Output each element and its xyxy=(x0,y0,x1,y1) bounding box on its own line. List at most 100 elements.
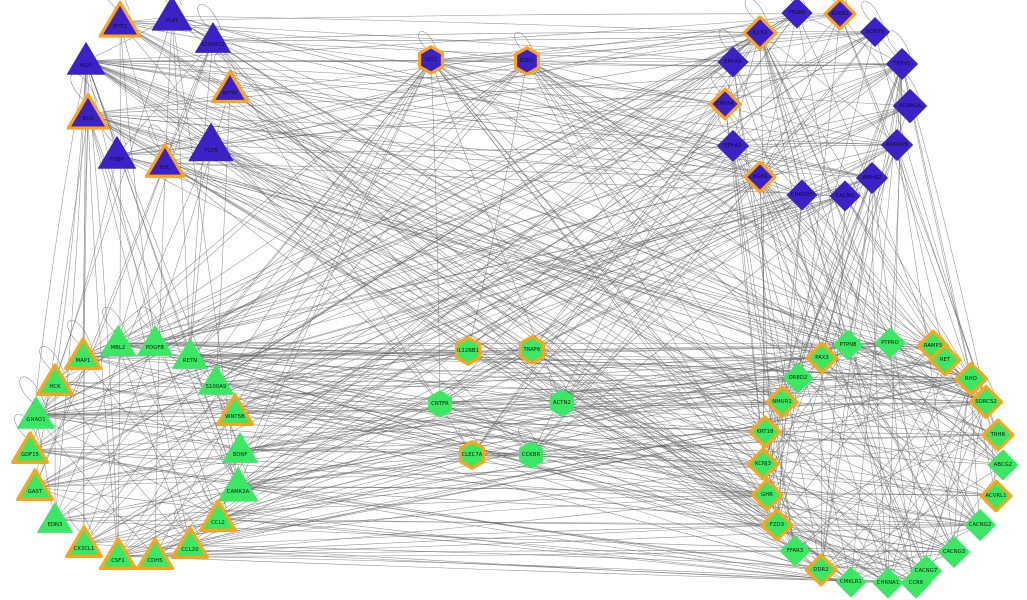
edge xyxy=(189,524,778,546)
graph-node[interactable] xyxy=(65,525,103,559)
graph-node[interactable] xyxy=(872,567,904,599)
graph-node[interactable] xyxy=(518,335,546,365)
graph-node[interactable] xyxy=(829,180,861,212)
graph-node[interactable] xyxy=(99,537,137,571)
graph-node[interactable] xyxy=(97,136,137,169)
graph-node[interactable] xyxy=(66,42,106,75)
graph-node[interactable] xyxy=(805,341,839,375)
graph-node[interactable] xyxy=(786,179,818,211)
edge xyxy=(85,60,156,344)
edge xyxy=(54,381,981,526)
edge xyxy=(117,342,219,519)
graph-node[interactable] xyxy=(856,162,888,194)
graph-node[interactable] xyxy=(748,415,782,449)
graph-node[interactable] xyxy=(198,364,234,395)
graph-node[interactable] xyxy=(100,325,136,356)
graph-node[interactable] xyxy=(954,362,988,396)
graph-node[interactable] xyxy=(964,509,996,541)
edge xyxy=(847,63,903,346)
graph-node[interactable] xyxy=(743,160,777,194)
graph-node[interactable] xyxy=(151,0,193,31)
edge xyxy=(776,434,999,526)
graph-node[interactable] xyxy=(458,440,486,470)
graph-node[interactable] xyxy=(172,338,208,369)
graph-node[interactable] xyxy=(428,390,452,418)
graph-node[interactable] xyxy=(765,385,799,419)
graph-node[interactable] xyxy=(779,535,811,567)
graph-node[interactable] xyxy=(16,396,56,429)
graph-node[interactable] xyxy=(969,385,1003,419)
self-loop-edge xyxy=(139,307,164,334)
edge xyxy=(925,464,1004,572)
graph-node[interactable] xyxy=(216,393,254,427)
graph-node[interactable] xyxy=(195,22,231,53)
edge xyxy=(439,403,766,433)
graph-node[interactable] xyxy=(513,46,541,76)
graph-node[interactable] xyxy=(136,537,174,571)
graph-node[interactable] xyxy=(550,389,574,417)
graph-node[interactable] xyxy=(987,449,1019,481)
edge xyxy=(83,486,239,545)
graph-node[interactable] xyxy=(211,70,249,104)
graph-node[interactable] xyxy=(222,432,258,463)
self-loop-edge xyxy=(549,374,570,396)
graph-node[interactable] xyxy=(417,45,445,75)
graph-node[interactable] xyxy=(860,17,890,47)
graph-node[interactable] xyxy=(144,143,186,178)
graph-node[interactable] xyxy=(782,362,814,394)
graph-node[interactable] xyxy=(66,93,110,130)
graph-node[interactable] xyxy=(760,508,794,542)
edge xyxy=(430,59,726,105)
graph-node[interactable] xyxy=(900,567,932,599)
edge xyxy=(820,524,981,571)
graph-node[interactable] xyxy=(36,363,74,397)
graph-node[interactable] xyxy=(823,0,857,31)
graph-node[interactable] xyxy=(746,447,780,481)
edge xyxy=(117,342,768,496)
graph-node[interactable] xyxy=(11,431,49,465)
self-loop-edge xyxy=(108,0,130,12)
graph-node[interactable] xyxy=(63,337,102,371)
graph-node[interactable] xyxy=(717,130,749,162)
graph-node[interactable] xyxy=(519,441,543,469)
edge xyxy=(531,12,798,351)
edge xyxy=(54,381,768,496)
graph-node[interactable] xyxy=(37,502,73,533)
graph-node[interactable] xyxy=(938,536,970,568)
graph-node[interactable] xyxy=(804,553,838,587)
edge xyxy=(439,176,761,405)
graph-node[interactable] xyxy=(881,129,913,161)
graph-node[interactable] xyxy=(454,336,482,366)
graph-node[interactable] xyxy=(835,566,867,598)
graph-node[interactable] xyxy=(171,526,209,560)
graph-node[interactable] xyxy=(874,327,906,359)
edge xyxy=(766,494,955,553)
graph-node[interactable] xyxy=(886,48,918,80)
graph-node[interactable] xyxy=(137,325,173,356)
edge xyxy=(759,12,798,178)
graph-node[interactable] xyxy=(979,479,1013,513)
graph-node[interactable] xyxy=(217,467,259,502)
graph-node[interactable] xyxy=(16,468,54,502)
graph-node[interactable] xyxy=(98,1,142,38)
graph-node[interactable] xyxy=(928,343,962,377)
graph-node[interactable] xyxy=(750,478,784,512)
graph-node[interactable] xyxy=(742,15,778,51)
edge xyxy=(171,15,761,34)
graph-node[interactable] xyxy=(717,46,749,78)
edge xyxy=(439,377,799,405)
edge xyxy=(54,359,946,521)
edge xyxy=(54,381,191,546)
graph-node[interactable] xyxy=(981,418,1015,452)
graph-node[interactable] xyxy=(781,0,813,29)
edge xyxy=(530,176,761,456)
graph-node[interactable] xyxy=(832,329,864,361)
graph-node[interactable] xyxy=(188,122,234,162)
edge xyxy=(762,342,891,465)
graph-node[interactable] xyxy=(708,87,742,121)
graph-node[interactable] xyxy=(199,499,237,533)
graph-node[interactable] xyxy=(893,89,927,123)
edge xyxy=(210,144,987,403)
